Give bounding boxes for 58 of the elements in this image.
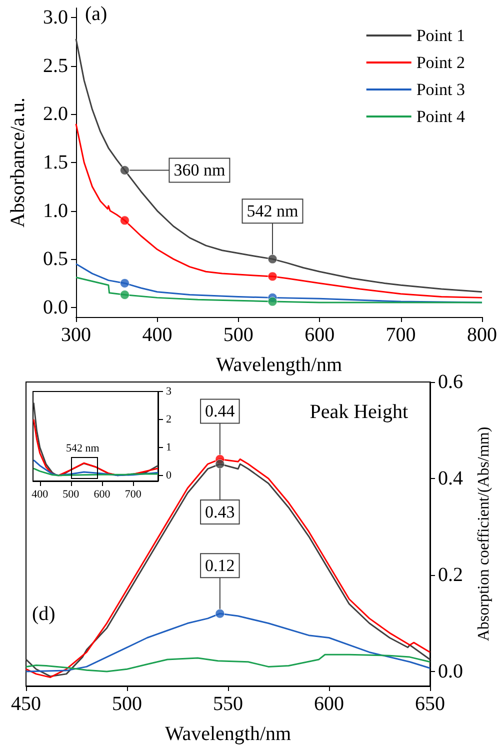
y-tick-label: 0.6 [438,371,463,393]
y-axis-title: Absorbance/a.u. [7,98,29,228]
point [120,278,130,288]
line-series [25,654,431,672]
x-tick-label: 450 [11,693,41,715]
x-axis-title: Wavelength/nm [164,723,292,745]
x-tick-label: 300 [61,324,91,346]
y-tick-label: 1 [166,441,172,454]
y-tick-label: 1.0 [43,200,68,222]
x-tick-label: 550 [213,693,243,715]
annotation: 542 nm [66,442,100,454]
y-tick-label: 1.5 [43,152,68,174]
point [120,290,130,300]
annotation: (d) [32,603,56,625]
annotation: 0.43 [205,502,235,522]
x-tick-label: 700 [124,488,142,500]
annotation: Peak Height [310,401,408,423]
x-tick-label: 650 [415,693,445,715]
y-tick-label: 2.5 [43,54,68,77]
y-tick-label: 0.2 [438,564,463,586]
y-tick-label: 2 [166,413,172,426]
annotation: 542 nm [246,202,298,221]
x-tick-label: 500 [62,488,80,500]
point [268,272,278,282]
x-tick-label: 700 [386,324,416,346]
annotation: (a) [85,3,108,25]
y-tick-label: 2.0 [43,103,68,126]
line-series [75,123,483,298]
x-tick-label: 400 [142,324,172,346]
legend-label: Point 1 [416,26,466,45]
y-tick-label: 0.5 [43,248,68,270]
y-tick-label: 0 [166,469,172,482]
line-series [32,468,159,476]
x-tick-label: 600 [94,488,111,500]
point [268,254,278,264]
annotation: 360 nm [174,160,226,180]
x-tick-label: 400 [32,488,49,500]
y-tick-label: 3.0 [43,6,68,29]
legend-label: Point 2 [416,53,466,72]
annotation: 0.12 [205,556,235,576]
y-tick-label: 3 [166,386,172,398]
x-axis-title: Wavelength/nm [216,354,343,376]
y-tick-label: 0.0 [43,296,68,318]
y-axis-title: Absorption coefficient/(Abs/mm) [476,426,492,642]
x-tick-label: 800 [467,324,497,346]
x-tick-label: 600 [304,324,335,346]
legend-label: Point 3 [416,80,466,99]
y-tick-label: 0.4 [438,468,463,490]
point [120,216,130,226]
annotation: 0.44 [205,402,236,421]
point [268,296,278,306]
legend-label: Point 4 [416,107,466,126]
x-tick-label: 600 [314,693,344,715]
y-tick-label: 0.0 [438,660,463,683]
point [120,165,130,175]
line-series [32,459,159,476]
x-tick-label: 500 [112,693,142,715]
x-tick-label: 500 [223,324,254,346]
